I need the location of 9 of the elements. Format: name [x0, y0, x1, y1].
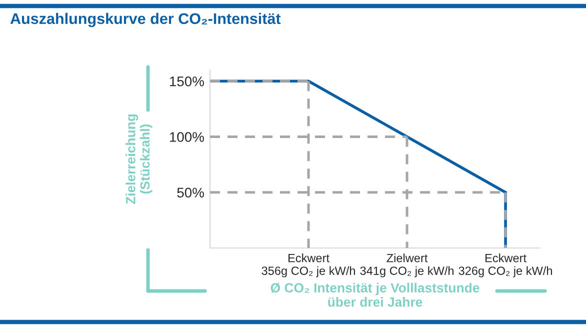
x-axis-title: Ø CO₂ Intensität je Volllaststunde über drei Jahre [270, 282, 480, 307]
y-axis-title: Zielerreichung (Stückzahl) [126, 114, 152, 204]
y-tick-label: 100% [170, 132, 204, 142]
chart-title: Auszahlungskurve der CO₂-Intensität [10, 12, 281, 28]
y-tick-label: 50% [177, 188, 204, 198]
x-tick-label: Eckwert 356g CO₂ je kW/h [262, 254, 355, 278]
y-tick-label: 150% [170, 76, 204, 86]
x-tick-label: Eckwert 326g CO₂ je kW/h [458, 254, 552, 278]
x-tick-label: Zielwert 341g CO₂ je kW/h [360, 254, 454, 278]
